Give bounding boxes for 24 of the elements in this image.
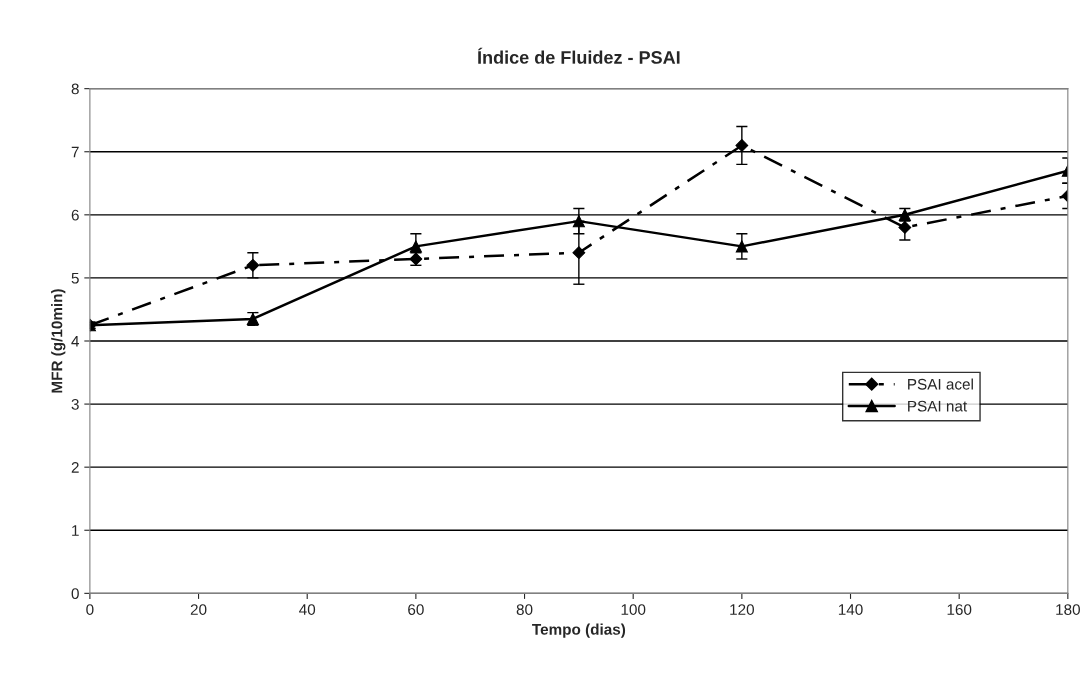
y-tick-label: 7 — [71, 146, 79, 158]
x-tick-label: 100 — [621, 604, 646, 615]
y-tick-label: 6 — [71, 209, 79, 221]
legend-label: PSAI nat — [908, 400, 968, 412]
x-tick-label: 160 — [947, 604, 972, 615]
x-tick-label: 0 — [86, 604, 94, 615]
y-tick-label: 2 — [71, 462, 79, 473]
x-tick-label: 80 — [516, 604, 533, 615]
legend-label: PSAI acel — [908, 378, 973, 390]
chart-title: Índice de Fluidez - PSAI — [477, 47, 680, 64]
x-tick-label: 180 — [1056, 604, 1080, 615]
x-tick-label: 20 — [190, 604, 207, 615]
y-tick-label: 5 — [71, 272, 79, 284]
x-tick-label: 40 — [299, 604, 316, 615]
x-axis-title: Tempo (dias) — [532, 623, 626, 638]
y-tick-label: 1 — [72, 525, 79, 536]
y-tick-label: 8 — [71, 83, 79, 95]
y-axis-title: MFR (g/10min) — [51, 289, 66, 393]
y-tick-label: 0 — [71, 588, 79, 600]
y-tick-label: 3 — [71, 398, 79, 410]
x-tick-label: 120 — [730, 604, 754, 615]
x-tick-label: 60 — [408, 604, 424, 615]
x-tick-label: 140 — [838, 604, 863, 615]
y-tick-label: 4 — [71, 336, 80, 347]
